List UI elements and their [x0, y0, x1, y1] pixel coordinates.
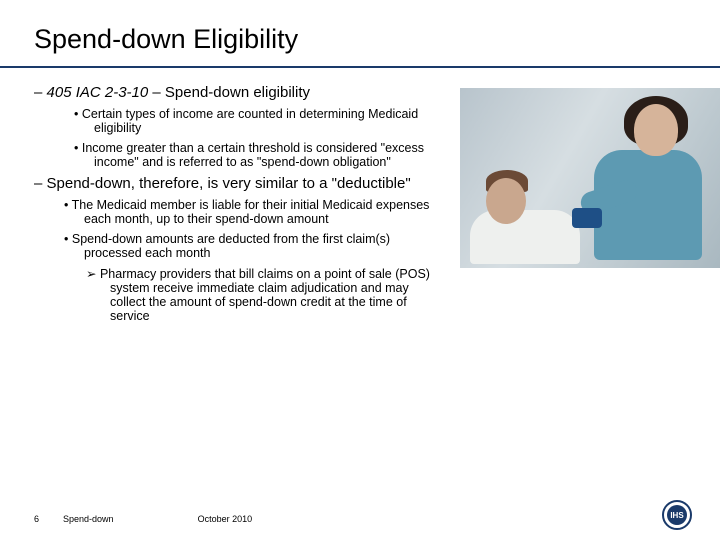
slide-title: Spend-down Eligibility [34, 24, 686, 55]
photo-illustration [460, 88, 720, 268]
bullet-lvl1: Spend-down, therefore, is very similar t… [44, 175, 434, 192]
bullet-lvl3: Pharmacy providers that bill claims on a… [98, 266, 434, 323]
footer: 6 Spend-down October 2010 [34, 514, 252, 524]
footer-date: October 2010 [198, 514, 253, 524]
bullet-lvl2: The Medicaid member is liable for their … [74, 198, 434, 226]
logo-text: IHS [670, 511, 683, 520]
title-divider [0, 66, 720, 68]
footer-section: Spend-down [63, 514, 114, 524]
bullet-lvl1: 405 IAC 2-3-10 – Spend-down eligibility [44, 84, 434, 101]
bullet-lvl2: Income greater than a certain threshold … [84, 141, 434, 169]
page-number: 6 [34, 514, 39, 524]
patient-figure [470, 144, 590, 264]
content-area: 405 IAC 2-3-10 – Spend-down eligibility … [34, 78, 434, 329]
logo-badge-icon: IHS [667, 505, 687, 525]
device-icon [572, 208, 602, 228]
bullet-lvl2: Spend-down amounts are deducted from the… [74, 232, 434, 260]
citation-text: 405 IAC 2-3-10 [47, 84, 149, 101]
nurse-figure [588, 96, 708, 260]
slide: Spend-down Eligibility 405 IAC 2-3-10 – … [0, 0, 720, 540]
brand-logo: IHS [662, 500, 692, 530]
bullet-text: – Spend-down eligibility [148, 84, 310, 101]
bullet-lvl2: Certain types of income are counted in d… [84, 107, 434, 135]
